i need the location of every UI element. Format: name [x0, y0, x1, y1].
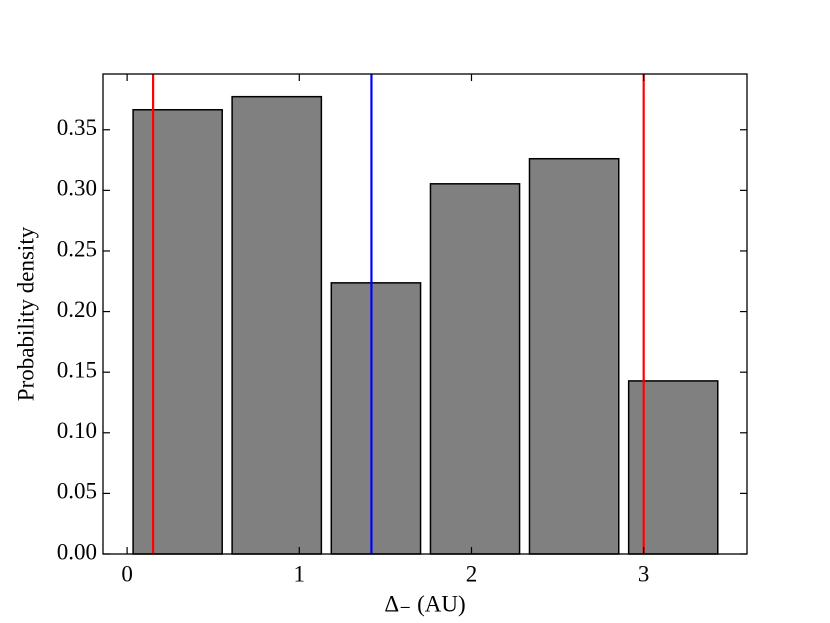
- y-tick-label: 0.05: [57, 479, 97, 504]
- y-axis-label: Probability density: [13, 226, 38, 401]
- y-tick-label: 0.15: [57, 357, 97, 382]
- x-tick-label: 1: [294, 561, 306, 586]
- x-axis-label: Δ₋ (AU): [384, 591, 465, 616]
- bar: [528, 157, 620, 555]
- y-tick-label: 0.20: [57, 297, 97, 322]
- bar: [429, 183, 521, 555]
- bar: [330, 282, 422, 555]
- y-tick-label: 0.35: [57, 115, 97, 140]
- y-tick-label: 0.10: [57, 418, 97, 443]
- bar: [132, 109, 223, 555]
- x-tick-label: 3: [638, 561, 650, 586]
- x-tick-label: 2: [466, 561, 478, 586]
- y-tick-label: 0.30: [57, 176, 97, 201]
- y-tick-label: 0.00: [57, 539, 97, 564]
- y-tick-label: 0.25: [57, 236, 97, 261]
- plot-frame: [102, 73, 748, 555]
- x-tick-label: 0: [121, 561, 133, 586]
- bar: [231, 95, 323, 555]
- bar: [627, 380, 719, 555]
